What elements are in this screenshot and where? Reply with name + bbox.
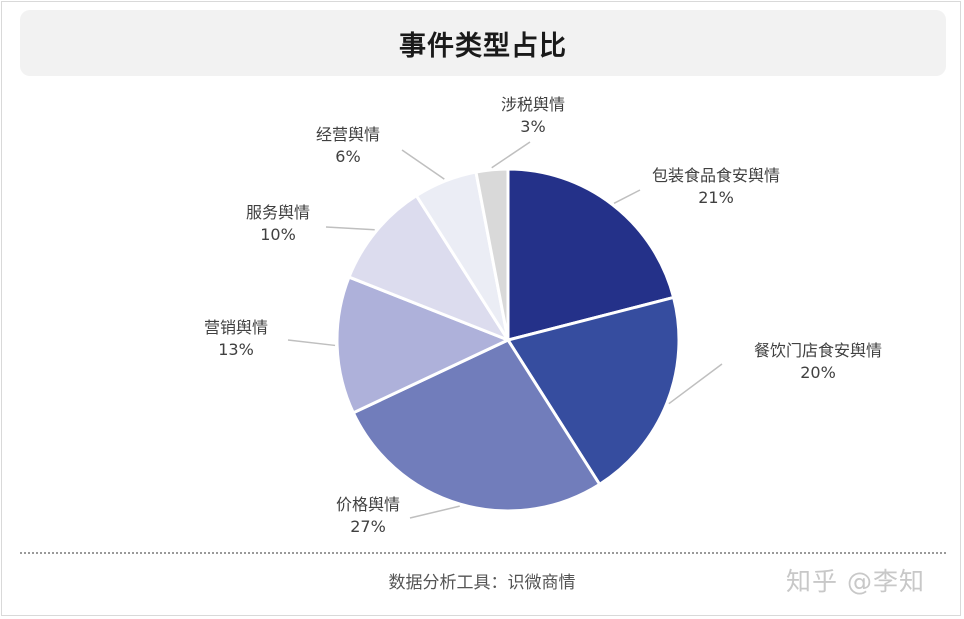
slice-value-label-1: 21%	[698, 188, 734, 207]
slice-label-6: 经营舆情	[316, 125, 380, 144]
leader-lines	[287, 141, 723, 519]
footer-divider	[20, 552, 946, 554]
slice-value-label-7: 3%	[520, 117, 545, 136]
slice-labels: 包装食品食安舆情 21% 餐饮门店食安舆情 20% 价格舆情 27% 营销舆情 13% 服务舆情…	[204, 95, 882, 536]
pie-slice-2	[506, 295, 681, 486]
slice-value-label-4: 13%	[218, 340, 254, 359]
chart-title: 事件类型占比	[399, 30, 567, 62]
pie-slice-3	[351, 338, 602, 513]
leader-line-2	[668, 363, 723, 405]
slice-value-label-6: 6%	[335, 147, 360, 166]
source-note: 数据分析工具：识微商情	[388, 573, 576, 593]
leader-line-4	[287, 339, 336, 347]
slice-label-4: 营销舆情	[204, 318, 268, 337]
slice-label-2: 餐饮门店食安舆情	[754, 341, 882, 360]
pie-slices	[335, 167, 681, 513]
slice-label-3: 价格舆情	[336, 495, 400, 514]
pie-slice-1	[506, 167, 676, 342]
title-bar: 事件类型占比	[20, 10, 946, 76]
pie-slice-5	[347, 194, 510, 342]
slice-label-1: 包装食品食安舆情	[652, 166, 780, 185]
leader-line-7	[491, 141, 531, 169]
slice-value-label-3: 27%	[350, 517, 386, 536]
pie-slice-4	[335, 275, 510, 415]
slice-value-label-2: 20%	[800, 363, 836, 382]
slice-label-7: 涉税舆情	[501, 95, 565, 114]
slice-label-5: 服务舆情	[246, 203, 310, 222]
leader-line-3	[409, 505, 460, 519]
leader-line-6	[401, 149, 445, 180]
slice-value-label-5: 10%	[260, 225, 296, 244]
pie-slice-7	[474, 167, 510, 342]
leader-line-5	[325, 226, 375, 231]
watermark: 知乎 @李知	[786, 567, 925, 596]
leader-line-1	[613, 189, 641, 204]
